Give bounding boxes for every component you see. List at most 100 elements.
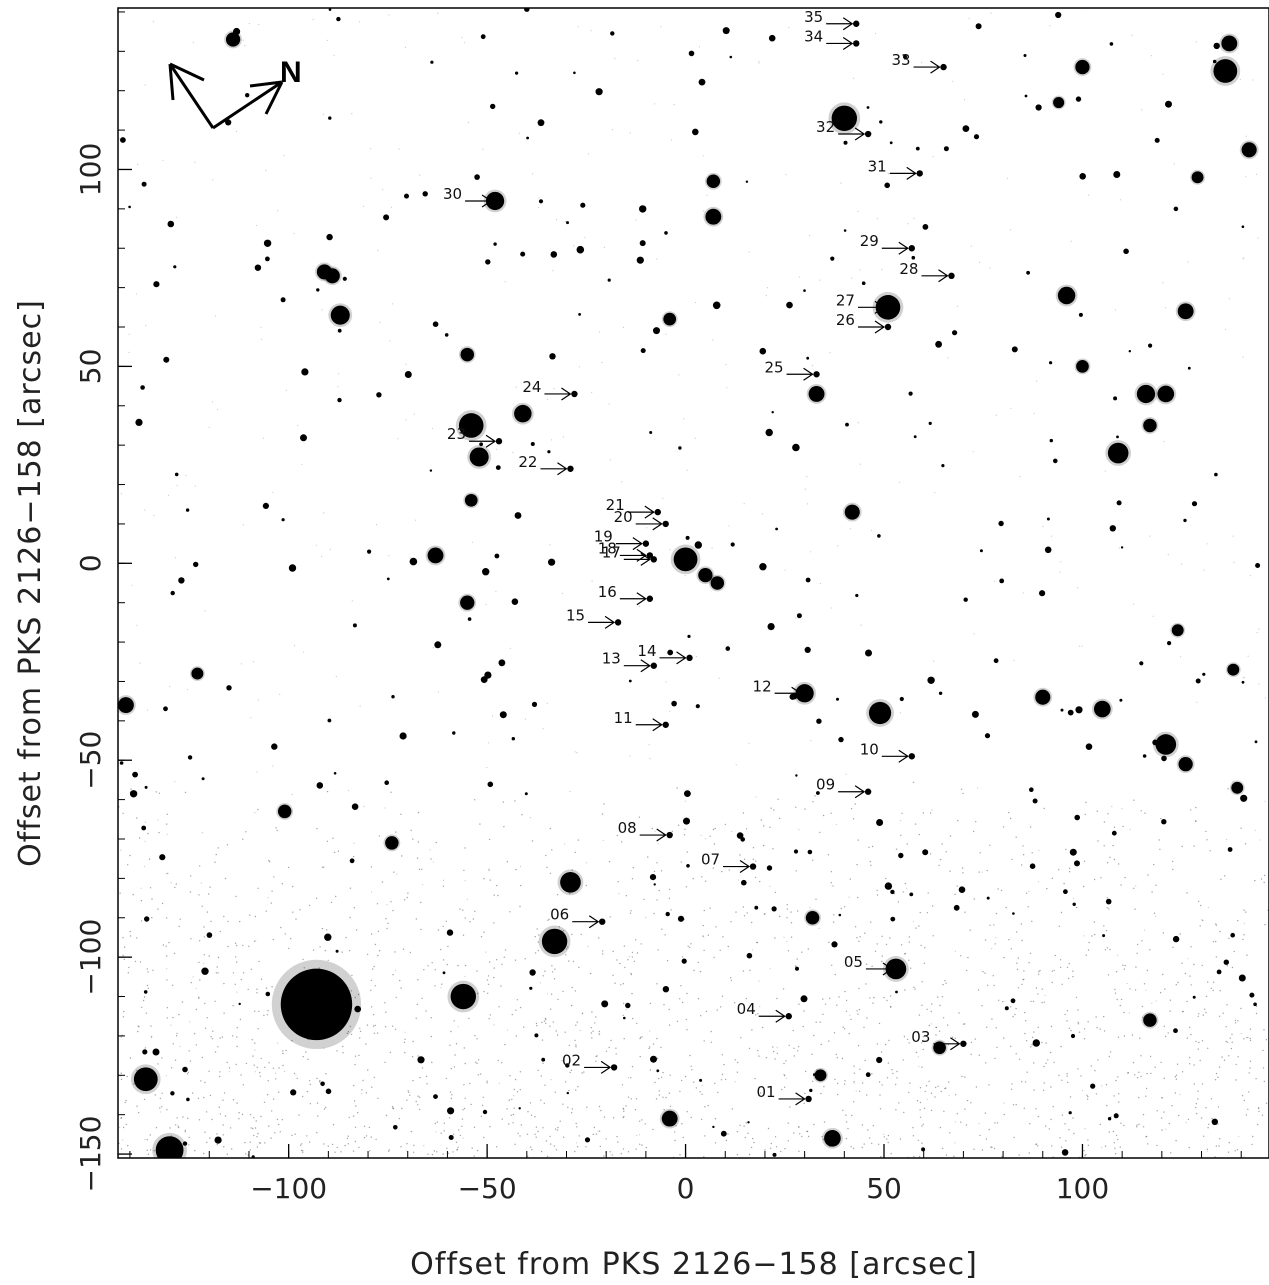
faint-object xyxy=(623,1016,626,1020)
faint-object xyxy=(671,700,677,707)
faint-object xyxy=(767,623,775,631)
faint-objects xyxy=(119,8,1261,1158)
faint-object xyxy=(650,1055,657,1063)
y-tick-label: 50 xyxy=(74,349,107,385)
faint-object xyxy=(1079,173,1086,180)
faint-object xyxy=(529,986,533,990)
bright-object xyxy=(1143,418,1157,433)
faint-object xyxy=(271,743,278,750)
faint-object xyxy=(1026,270,1030,275)
y-tick-label: 0 xyxy=(74,554,107,572)
source-32-arrow-icon xyxy=(838,127,866,141)
background-noise xyxy=(118,8,1269,1158)
bright-object xyxy=(469,447,489,467)
source-18-object xyxy=(646,552,654,559)
bright-object xyxy=(1076,360,1089,373)
faint-object xyxy=(1029,863,1036,869)
faint-object xyxy=(921,1147,926,1152)
faint-object xyxy=(628,679,632,683)
faint-object xyxy=(908,391,913,396)
faint-object xyxy=(580,202,586,208)
faint-object xyxy=(607,278,611,282)
faint-object xyxy=(201,777,205,781)
source-24-object xyxy=(571,390,578,398)
faint-object xyxy=(280,297,286,303)
source-09-object xyxy=(864,788,872,795)
bright-object xyxy=(831,105,858,131)
faint-object xyxy=(998,520,1004,527)
source-19-object xyxy=(642,540,650,547)
faint-object xyxy=(1212,59,1217,64)
faint-object xyxy=(729,55,733,59)
faint-object xyxy=(1070,1033,1076,1039)
faint-object xyxy=(1173,206,1179,212)
faint-object xyxy=(895,990,898,994)
faint-object xyxy=(520,251,526,257)
faint-object xyxy=(541,1057,546,1062)
faint-object xyxy=(1172,935,1180,943)
faint-object xyxy=(865,649,872,657)
faint-object xyxy=(1109,42,1114,46)
bright-object xyxy=(450,983,477,1010)
faint-object xyxy=(922,849,929,856)
faint-object xyxy=(1139,661,1144,666)
faint-object xyxy=(601,1000,609,1008)
source-25-arrow-icon xyxy=(786,367,814,381)
faint-object xyxy=(474,174,480,180)
source-label-27: 27 xyxy=(836,291,855,309)
bright-object xyxy=(1171,624,1184,637)
source-label-23: 23 xyxy=(447,425,466,443)
faint-object xyxy=(1024,94,1028,98)
faint-object xyxy=(167,220,175,228)
source-label-29: 29 xyxy=(860,232,879,250)
faint-object xyxy=(692,128,699,136)
bright-object xyxy=(1035,689,1051,705)
faint-object xyxy=(446,929,454,936)
faint-object xyxy=(337,397,342,403)
bright-object xyxy=(1143,1013,1157,1027)
bright-object xyxy=(1231,781,1244,794)
faint-object xyxy=(482,568,490,576)
faint-object xyxy=(1113,1113,1119,1119)
faint-object xyxy=(1240,794,1248,802)
faint-object xyxy=(746,952,753,959)
faint-object xyxy=(498,659,506,667)
faint-object xyxy=(367,549,372,554)
faint-object xyxy=(1029,787,1034,792)
faint-object xyxy=(1053,458,1058,464)
faint-object xyxy=(143,990,148,994)
bright-object xyxy=(225,32,241,47)
faint-object xyxy=(792,443,800,452)
faint-object xyxy=(354,1005,362,1013)
faint-object xyxy=(1063,889,1068,895)
faint-object xyxy=(144,785,148,789)
source-11-object xyxy=(662,721,669,728)
faint-object xyxy=(320,1081,325,1087)
faint-object xyxy=(1075,96,1082,102)
faint-object xyxy=(430,60,434,64)
faint-object xyxy=(1078,312,1083,317)
source-22-object xyxy=(567,465,574,472)
x-axis-title: Offset from PKS 2126−158 [arcsec] xyxy=(410,1247,978,1281)
faint-object xyxy=(804,646,811,654)
compass: N xyxy=(168,56,302,130)
source-label-13: 13 xyxy=(602,650,621,668)
faint-object xyxy=(490,103,496,110)
faint-object xyxy=(993,658,999,664)
faint-object xyxy=(511,598,519,605)
faint-object xyxy=(740,837,745,842)
faint-object xyxy=(1192,995,1196,999)
faint-object xyxy=(328,116,332,120)
faint-object xyxy=(495,465,501,470)
source-19-arrow-icon xyxy=(615,537,643,551)
faint-object xyxy=(747,1121,750,1124)
faint-object xyxy=(526,136,529,140)
faint-object xyxy=(537,119,545,127)
faint-object xyxy=(141,181,147,187)
faint-object xyxy=(206,932,213,938)
faint-object xyxy=(225,119,232,126)
faint-object xyxy=(807,849,813,855)
faint-object xyxy=(796,613,802,619)
faint-object xyxy=(730,542,735,547)
